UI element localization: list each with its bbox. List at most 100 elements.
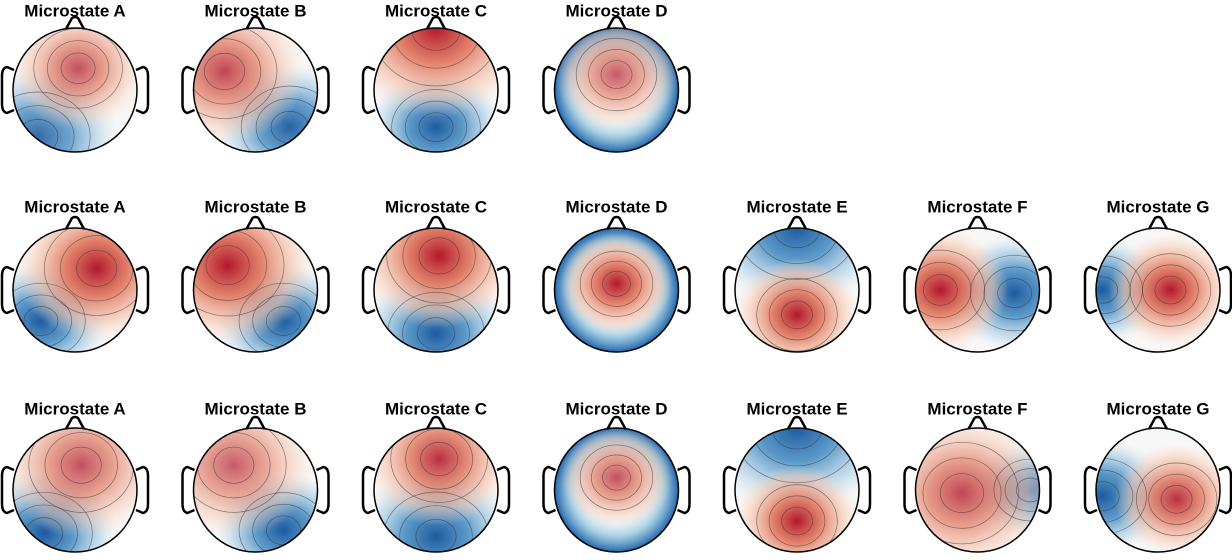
contour [193, 28, 278, 119]
contour [44, 432, 118, 499]
ear [0, 65, 15, 115]
nose [606, 215, 627, 230]
contour [588, 49, 645, 100]
head-outline [734, 227, 860, 353]
contour [374, 28, 498, 87]
red-blob [560, 428, 673, 528]
map-fill [193, 28, 318, 152]
contour [1015, 477, 1040, 503]
map-title: Microstate B [204, 1, 306, 20]
topomap: Microstate B [181, 1, 330, 153]
ear [903, 265, 917, 315]
contour [255, 98, 318, 152]
nose [425, 415, 447, 430]
contour [13, 91, 91, 152]
contour [213, 446, 255, 484]
topomap: Microstate F [903, 399, 1052, 553]
map-fill [554, 228, 679, 352]
head-outline [192, 227, 319, 353]
contour [915, 441, 1019, 545]
map-fill [13, 228, 137, 352]
contour [915, 249, 985, 331]
ear [181, 65, 195, 115]
nose [967, 415, 988, 430]
contour [417, 317, 455, 350]
ear [0, 465, 15, 515]
nose [245, 215, 266, 230]
map-title: Microstate C [385, 399, 487, 418]
map-title: Microstate D [565, 399, 667, 418]
map-title: Microstate B [204, 399, 306, 418]
map-title: Microstate E [746, 197, 847, 216]
contour [240, 85, 318, 152]
contour [238, 282, 318, 352]
contour [420, 441, 459, 477]
contour [602, 464, 631, 491]
nose [245, 415, 266, 430]
contour [266, 306, 301, 336]
contour [602, 270, 631, 297]
contour [756, 278, 838, 352]
contour [781, 506, 813, 536]
contour [13, 282, 86, 352]
map-title: Microstate D [565, 197, 667, 216]
contour [915, 262, 972, 318]
ear [316, 465, 330, 515]
ear [181, 465, 195, 515]
ear [903, 465, 917, 515]
contour [418, 237, 460, 275]
contour [781, 300, 813, 330]
ear [1218, 465, 1232, 515]
contour [768, 495, 826, 547]
map-fill [1096, 228, 1220, 352]
head-outline [12, 427, 138, 553]
map-fill [915, 228, 1040, 352]
topomap: Microstate F [903, 197, 1052, 353]
contour [939, 473, 985, 513]
contour [1154, 275, 1187, 305]
ear [1218, 265, 1232, 315]
nose [967, 215, 988, 230]
head-outline [373, 427, 499, 553]
map-title: Microstate C [385, 1, 487, 20]
contour [579, 250, 654, 317]
ear [135, 265, 150, 315]
topomap: Microstate D [542, 399, 691, 553]
map-title: Microstate B [204, 197, 306, 216]
map-fill [374, 428, 498, 552]
map-title: Microstate D [565, 1, 667, 20]
topomap: Microstate B [181, 399, 330, 553]
contour [993, 458, 1040, 522]
map-fill [915, 428, 1040, 552]
ear [361, 265, 376, 315]
contour [60, 446, 102, 484]
contour [997, 278, 1033, 308]
ear [677, 465, 691, 515]
map-fill [374, 28, 498, 152]
blue-blob [735, 228, 859, 308]
ear [722, 265, 737, 315]
map-fill [13, 28, 137, 152]
ear [361, 465, 376, 515]
nose [425, 215, 447, 230]
head-outline [373, 27, 499, 153]
ear [0, 265, 15, 315]
topomap: Microstate G [1083, 197, 1232, 353]
red-blob [193, 228, 315, 344]
ear [316, 265, 330, 315]
head-outline [192, 427, 319, 553]
map-title: Microstate C [385, 197, 487, 216]
nose [64, 415, 86, 430]
red-blob [193, 28, 306, 144]
map-title: Microstate F [927, 399, 1027, 418]
contour [402, 228, 476, 289]
contour [205, 245, 250, 286]
red-blob [915, 428, 1040, 552]
contour [404, 100, 468, 152]
head-outline [553, 27, 680, 153]
ear [496, 265, 511, 315]
map-title: Microstate A [24, 1, 125, 20]
contour [204, 52, 246, 90]
map-fill [374, 228, 498, 352]
